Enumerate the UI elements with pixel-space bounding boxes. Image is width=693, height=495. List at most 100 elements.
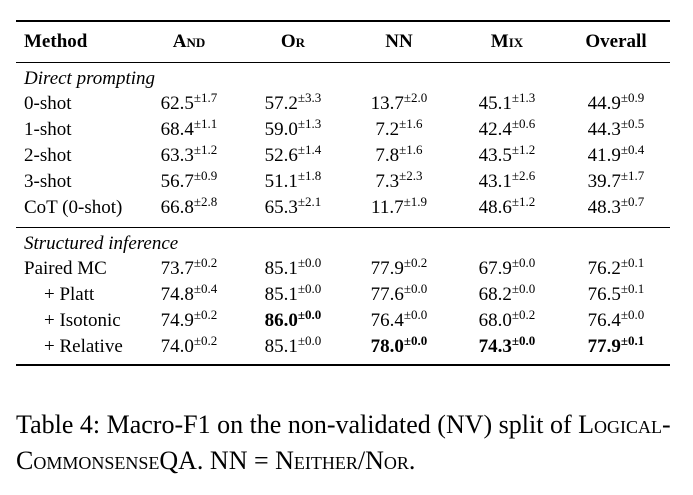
value-std: ±1.4 [297, 142, 322, 157]
value-std: ±0.9 [193, 168, 218, 183]
method-cell: + Relative [44, 336, 123, 357]
value-std: ±1.8 [297, 168, 322, 183]
value-mean: 13.7 [370, 93, 404, 114]
method-cell: + Platt [44, 284, 95, 305]
value-cell: 56.7±0.9 [144, 169, 234, 195]
results-table: Method And Or NN Mix Overall Direct prom… [16, 20, 670, 366]
value-mean: 63.3 [160, 145, 194, 166]
value-std: ±0.4 [620, 142, 645, 157]
table-row: 2-shot 63.3±1.2 52.6±1.4 7.8±1.6 43.5±1.2 41.… [16, 143, 670, 169]
value-cell: 7.2±1.6 [354, 117, 444, 143]
caption-prefix: Table 4: Macro-F1 on the non-validated (… [16, 410, 572, 439]
value-cell: 59.0±1.3 [248, 117, 338, 143]
value-cell: 57.2±3.3 [248, 91, 338, 117]
value-cell: 67.9±0.0 [462, 256, 552, 282]
value-mean: 68.0 [478, 310, 512, 331]
value-mean: 85.1 [264, 284, 298, 305]
caption-suffix: . [408, 446, 416, 475]
value-cell: 68.2±0.0 [462, 282, 552, 308]
value-mean: 57.2 [264, 93, 298, 114]
value-mean: 62.5 [160, 93, 194, 114]
value-cell: 11.7±1.9 [354, 195, 444, 221]
value-std: ±2.0 [403, 90, 428, 105]
table-row: CoT (0-shot) 66.8±2.8 65.3±2.1 11.7±1.9 48.6… [16, 195, 670, 221]
method-cell: + Isotonic [44, 310, 121, 331]
value-mean: 44.3 [587, 119, 621, 140]
value-std: ±0.0 [620, 307, 645, 322]
method-cell: CoT (0-shot) [24, 197, 123, 218]
header-method: Method [24, 31, 88, 52]
value-mean: 77.6 [370, 284, 404, 305]
value-mean: 39.7 [587, 171, 621, 192]
value-cell: 13.7±2.0 [354, 91, 444, 117]
value-cell: 48.6±1.2 [462, 195, 552, 221]
table-row: 0-shot 62.5±1.7 57.2±3.3 13.7±2.0 45.1±1.3 44… [16, 91, 670, 117]
value-std: ±0.1 [620, 281, 645, 296]
value-mean: 48.6 [478, 197, 512, 218]
value-mean: 85.1 [264, 258, 298, 279]
value-std: ±3.3 [297, 90, 322, 105]
value-mean: 76.4 [370, 310, 404, 331]
value-std: ±2.3 [399, 168, 423, 183]
table-header-row: Method And Or NN Mix Overall [16, 22, 670, 62]
value-cell: 68.4±1.1 [144, 117, 234, 143]
value-cell: 85.1±0.0 [248, 334, 338, 360]
table-row: Paired MC 73.7±0.2 85.1±0.0 77.9±0.2 67.9±0.… [16, 256, 670, 282]
value-cell: 85.1±0.0 [248, 282, 338, 308]
table-caption: Table 4: Macro-F1 on the non-validated (… [16, 407, 676, 479]
value-mean: 74.8 [160, 284, 194, 305]
value-cell: 45.1±1.3 [462, 91, 552, 117]
table-row: + Relative 74.0±0.2 85.1±0.0 78.0±0.0 74.3±0… [16, 334, 670, 360]
value-std: ±0.0 [403, 281, 428, 296]
value-mean: 66.8 [160, 197, 194, 218]
value-std: ±0.2 [511, 307, 536, 322]
value-cell: 78.0±0.0 [354, 334, 444, 360]
value-mean: 86.0 [264, 310, 298, 331]
value-cell: 62.5±1.7 [144, 91, 234, 117]
value-std: ±0.2 [403, 255, 428, 270]
value-std: ±0.0 [297, 307, 322, 322]
value-std: ±1.7 [620, 168, 645, 183]
value-cell: 76.4±0.0 [354, 308, 444, 334]
value-cell: 43.1±2.6 [462, 169, 552, 195]
value-cell: 77.9±0.2 [354, 256, 444, 282]
value-cell: 74.3±0.0 [462, 334, 552, 360]
value-std: ±1.2 [511, 142, 536, 157]
method-cell: 2-shot [24, 145, 72, 166]
method-cell: Paired MC [24, 258, 107, 279]
value-cell: 48.3±0.7 [568, 195, 664, 221]
value-cell: 85.1±0.0 [248, 256, 338, 282]
value-cell: 42.4±0.6 [462, 117, 552, 143]
value-mean: 76.2 [587, 258, 621, 279]
section-title-row: Direct prompting [16, 63, 670, 91]
value-cell: 51.1±1.8 [248, 169, 338, 195]
value-mean: 52.6 [264, 145, 298, 166]
value-std: ±1.2 [511, 194, 536, 209]
value-cell: 7.3±2.3 [354, 169, 444, 195]
value-mean: 11.7 [371, 197, 404, 218]
value-std: ±0.2 [193, 255, 218, 270]
value-mean: 7.3 [375, 171, 400, 192]
value-std: ±0.0 [511, 281, 536, 296]
value-std: ±0.2 [193, 307, 218, 322]
value-std: ±1.6 [399, 116, 423, 131]
header-rule [16, 62, 670, 63]
value-cell: 74.8±0.4 [144, 282, 234, 308]
value-std: ±0.7 [620, 194, 645, 209]
value-mean: 68.4 [160, 119, 194, 140]
value-mean: 43.1 [478, 171, 512, 192]
header-mix: Mix [490, 31, 524, 52]
value-mean: 76.5 [587, 284, 621, 305]
value-cell: 44.3±0.5 [568, 117, 664, 143]
value-mean: 48.3 [587, 197, 621, 218]
value-std: ±1.9 [403, 194, 427, 209]
table-row: + Isotonic 74.9±0.2 86.0±0.0 76.4±0.0 68.0±0… [16, 308, 670, 334]
value-std: ±0.2 [193, 333, 218, 348]
value-std: ±0.0 [297, 281, 322, 296]
value-cell: 43.5±1.2 [462, 143, 552, 169]
value-std: ±0.4 [193, 281, 218, 296]
value-cell: 86.0±0.0 [248, 308, 338, 334]
value-mean: 45.1 [478, 93, 512, 114]
value-mean: 74.3 [478, 336, 512, 357]
value-std: ±0.0 [511, 333, 536, 348]
